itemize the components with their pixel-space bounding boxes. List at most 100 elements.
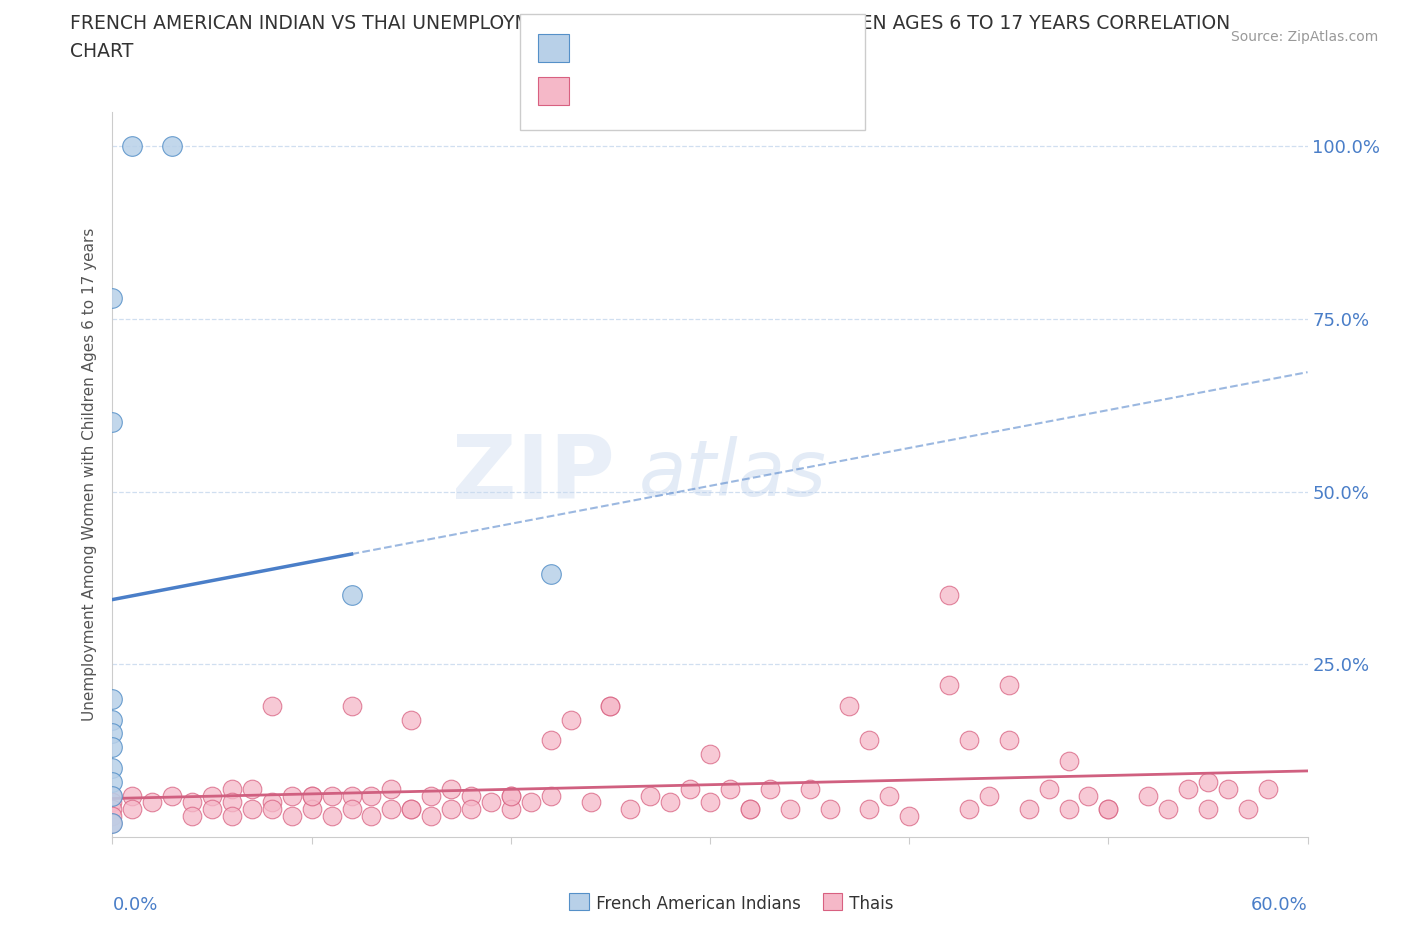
Point <box>360 809 382 824</box>
Point <box>759 781 782 796</box>
Point <box>540 788 562 803</box>
Point <box>420 788 443 803</box>
Point <box>121 788 143 803</box>
Point <box>799 781 821 796</box>
Point <box>181 809 204 824</box>
Point <box>1018 802 1040 817</box>
Point <box>460 802 482 817</box>
Point <box>281 788 304 803</box>
Point <box>201 802 224 817</box>
Point <box>699 795 721 810</box>
Point <box>1257 781 1279 796</box>
Point <box>162 139 183 153</box>
Text: French American Indians: French American Indians <box>591 896 800 913</box>
Point <box>579 795 602 810</box>
Point <box>401 802 423 817</box>
Point <box>499 788 522 803</box>
Point <box>101 712 124 727</box>
Point <box>162 788 183 803</box>
Text: FRENCH AMERICAN INDIAN VS THAI UNEMPLOYMENT AMONG WOMEN WITH CHILDREN AGES 6 TO : FRENCH AMERICAN INDIAN VS THAI UNEMPLOYM… <box>70 14 1230 33</box>
Point <box>738 802 761 817</box>
Text: ZIP: ZIP <box>451 431 614 518</box>
Text: atlas: atlas <box>638 436 827 512</box>
Point <box>779 802 801 817</box>
Point <box>699 747 721 762</box>
Point <box>858 733 880 748</box>
Point <box>479 795 502 810</box>
Point <box>260 698 283 713</box>
Point <box>1177 781 1199 796</box>
Point <box>957 733 980 748</box>
Point <box>1237 802 1260 817</box>
Point <box>101 415 124 430</box>
Point <box>101 788 124 803</box>
Point <box>1057 753 1080 768</box>
Point <box>977 788 1000 803</box>
Point <box>321 788 343 803</box>
Point <box>340 788 363 803</box>
Point <box>499 788 522 803</box>
Point <box>460 788 482 803</box>
Point <box>101 691 124 706</box>
Point <box>640 788 662 803</box>
Point <box>301 788 323 803</box>
Point <box>540 567 562 582</box>
Point <box>738 802 761 817</box>
Point <box>938 588 960 603</box>
Point <box>560 712 582 727</box>
Point <box>659 795 682 810</box>
Point <box>898 809 921 824</box>
Point <box>260 795 283 810</box>
Text: R = 0.285   N = 14: R = 0.285 N = 14 <box>578 37 748 56</box>
Point <box>1057 802 1080 817</box>
Point <box>380 802 402 817</box>
Point <box>1197 775 1219 790</box>
Point <box>281 809 304 824</box>
Point <box>101 788 124 803</box>
Point <box>340 698 363 713</box>
Point <box>599 698 621 713</box>
Point <box>101 802 124 817</box>
Point <box>201 788 224 803</box>
Text: R = 0.088   N = 95: R = 0.088 N = 95 <box>578 81 748 100</box>
Point <box>141 795 163 810</box>
Point <box>360 788 382 803</box>
Text: 0.0%: 0.0% <box>112 896 157 913</box>
Point <box>101 726 124 741</box>
Point <box>221 809 243 824</box>
Point <box>1097 802 1119 817</box>
Point <box>101 761 124 776</box>
Point <box>340 588 363 603</box>
Point <box>1038 781 1060 796</box>
Point <box>818 802 841 817</box>
Point <box>599 698 621 713</box>
Point <box>1157 802 1180 817</box>
Point <box>1216 781 1239 796</box>
Point <box>998 733 1021 748</box>
Point <box>301 802 323 817</box>
Point <box>221 795 243 810</box>
Point <box>838 698 860 713</box>
Point <box>938 678 960 693</box>
Point <box>520 795 543 810</box>
Point <box>879 788 901 803</box>
Point <box>420 809 443 824</box>
Y-axis label: Unemployment Among Women with Children Ages 6 to 17 years: Unemployment Among Women with Children A… <box>82 228 97 721</box>
Point <box>101 291 124 306</box>
Point <box>619 802 641 817</box>
Point <box>718 781 741 796</box>
Point <box>957 802 980 817</box>
Point <box>1137 788 1160 803</box>
Point <box>101 809 124 824</box>
Point <box>260 802 283 817</box>
Point <box>240 802 263 817</box>
Point <box>121 802 143 817</box>
Point <box>240 781 263 796</box>
Point <box>101 795 124 810</box>
Point <box>121 139 143 153</box>
Point <box>998 678 1021 693</box>
Point <box>1097 802 1119 817</box>
Point <box>301 788 323 803</box>
Text: CHART: CHART <box>70 42 134 60</box>
Point <box>101 816 124 830</box>
